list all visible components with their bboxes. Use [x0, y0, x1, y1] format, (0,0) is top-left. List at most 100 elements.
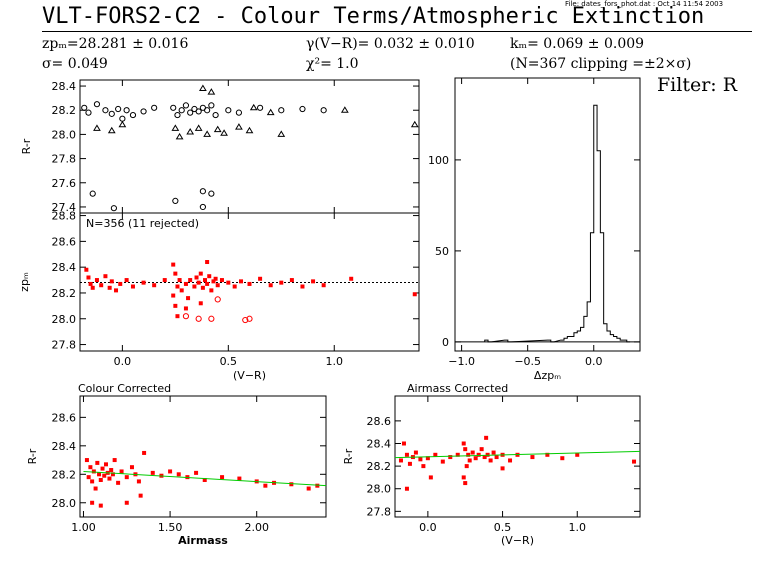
raw-point: [123, 107, 130, 114]
am-fit-line: [394, 450, 641, 459]
am-point: [466, 452, 471, 457]
raw-point: [178, 107, 185, 114]
cc-point: [263, 483, 268, 488]
zp-point: [183, 306, 188, 311]
cc-point: [90, 500, 95, 505]
zp-point: [203, 278, 208, 283]
zp-point: [194, 275, 199, 280]
file-stamp: File: dates_fors_phot.dat : Oct 14 11:54…: [565, 0, 724, 8]
am-point: [500, 466, 505, 471]
raw-ytick-label: 27.8: [52, 153, 77, 166]
raw-ytick-label: 28.0: [52, 128, 77, 141]
raw-point: [199, 203, 206, 211]
am-point: [473, 456, 478, 461]
page-title: VLT-FORS2-C2 - Colour Terms/Atmospheric …: [42, 4, 705, 29]
cc-fit-line: [83, 470, 327, 487]
cc-point: [95, 460, 100, 465]
zp-point: [321, 283, 326, 288]
raw-point: [278, 107, 285, 114]
zp-ytick-label: 28.2: [52, 287, 77, 300]
raw-ytick-label: 27.6: [52, 177, 77, 190]
zp-point: [188, 278, 193, 283]
am-point: [484, 435, 489, 440]
cc-point: [194, 470, 199, 475]
zp-point: [175, 314, 180, 319]
zp-panel-frame: [79, 212, 420, 352]
cc-point: [220, 475, 225, 480]
gamma-stat: γ(V−R)= 0.032 ± 0.010: [306, 36, 475, 52]
raw-point: [194, 124, 203, 131]
am-point: [455, 452, 460, 457]
am-point: [464, 464, 469, 469]
zp-rejected-point: [195, 315, 202, 322]
am-point: [407, 461, 412, 466]
cc-point: [124, 475, 129, 480]
zp-point: [107, 285, 112, 290]
am-xtick-label: 1.0: [569, 521, 587, 534]
zp-point: [177, 278, 182, 283]
am-point: [470, 450, 475, 455]
am-point: [404, 486, 409, 491]
title-rule: [42, 31, 752, 32]
n-info-stat: (N=367 clipping =±2×σ): [510, 56, 692, 72]
zp-point: [211, 279, 216, 284]
raw-point: [81, 104, 88, 111]
hist-xlabel: Δzpₘ: [534, 369, 561, 382]
zp-point: [349, 276, 354, 281]
raw-point: [186, 128, 195, 135]
raw-point: [174, 111, 181, 119]
raw-point: [108, 110, 115, 117]
cc-title: Colour Corrected: [78, 382, 171, 395]
zp-point: [279, 280, 284, 285]
am-point: [463, 447, 468, 452]
am-ytick-label: 28.6: [367, 415, 392, 428]
zp-stat: zpₘ=28.281 ± 0.016: [42, 36, 189, 52]
cc-point: [84, 458, 89, 463]
cc-point: [150, 470, 155, 475]
am-point: [463, 481, 468, 486]
zp-point: [90, 285, 95, 290]
cc-point: [289, 482, 294, 487]
raw-panel-frame: [79, 79, 420, 214]
am-point: [398, 458, 403, 463]
zp-point: [173, 271, 178, 276]
raw-point: [249, 103, 258, 111]
raw-point: [320, 107, 327, 114]
am-ytick-label: 28.4: [367, 437, 392, 450]
am-point: [413, 450, 418, 455]
raw-ytick-label: 28.2: [52, 104, 77, 117]
cc-point: [119, 469, 124, 474]
hist-xtick-label: 0.0: [585, 355, 603, 368]
zp-ytick-label: 28.0: [52, 313, 77, 326]
filter-label: Filter: R: [657, 74, 738, 96]
am-xtick-label: 0.0: [419, 521, 437, 534]
cc-point: [306, 486, 311, 491]
zp-point: [219, 278, 224, 283]
cc-point: [90, 479, 95, 484]
zp-point: [130, 284, 135, 289]
am-point: [575, 452, 580, 457]
am-point: [433, 452, 438, 457]
zp-point: [141, 280, 146, 285]
am-xlabel: (V−R): [501, 534, 534, 547]
zp-point: [124, 278, 129, 283]
raw-ytick-label: 27.4: [52, 201, 77, 214]
raw-point: [225, 107, 232, 114]
hist-ytick-label: 0: [442, 336, 449, 349]
raw-point: [93, 124, 101, 131]
raw-point: [172, 197, 179, 205]
cc-point: [168, 469, 173, 474]
raw-point: [170, 104, 177, 111]
am-point: [530, 455, 535, 460]
zp-rejected-point: [182, 313, 190, 320]
cc-point: [110, 472, 115, 477]
raw-point: [175, 132, 184, 140]
zp-point: [207, 274, 212, 279]
zp-rejected-point: [242, 316, 249, 324]
cc-point: [88, 465, 93, 470]
cc-point: [138, 493, 143, 498]
zp-point: [200, 285, 205, 290]
cc-ytick-label: 28.2: [52, 468, 77, 481]
raw-point: [208, 190, 215, 197]
cc-xtick-label: 1.00: [71, 521, 96, 534]
